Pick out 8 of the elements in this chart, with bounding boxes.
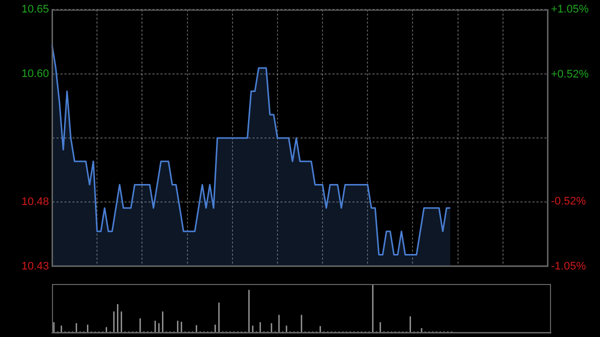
y2-tick-label: -1.05% — [551, 260, 586, 272]
y-tick-label: 10.48 — [21, 196, 49, 208]
y-tick-label: 10.43 — [21, 260, 49, 272]
y-tick-label: 10.60 — [21, 68, 49, 80]
y-tick-label: 10.65 — [21, 4, 49, 16]
y2-tick-label: -0.52% — [551, 196, 586, 208]
y2-tick-label: +0.52% — [551, 68, 589, 80]
y2-tick-label: +1.05% — [551, 4, 589, 16]
